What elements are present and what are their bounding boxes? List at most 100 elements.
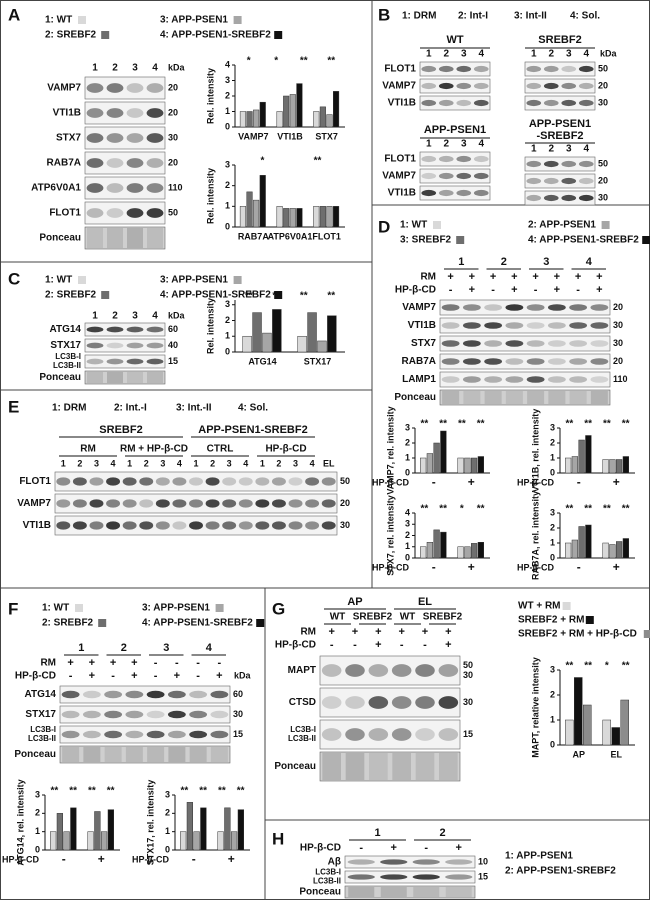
band bbox=[445, 874, 473, 880]
band bbox=[89, 521, 104, 530]
band bbox=[368, 728, 389, 741]
ponceau-lane bbox=[369, 753, 388, 780]
legend-label: 4: APP-PSEN1-SREBF2 bbox=[528, 235, 639, 246]
label: 3 bbox=[132, 311, 138, 322]
bar bbox=[457, 457, 464, 474]
x-tick-label: - bbox=[62, 852, 66, 866]
legend-swatch bbox=[585, 616, 594, 624]
significance: ** bbox=[584, 504, 592, 515]
bar bbox=[296, 208, 303, 228]
bar bbox=[426, 453, 433, 474]
band bbox=[473, 99, 489, 107]
label: AP bbox=[347, 596, 362, 608]
legend-swatch bbox=[601, 221, 610, 229]
x-axis-label: HP-β-CD bbox=[517, 477, 554, 487]
label: + bbox=[67, 657, 73, 669]
band bbox=[368, 664, 389, 677]
x-tick-label: EL bbox=[610, 749, 622, 759]
band bbox=[526, 340, 545, 347]
y-tick-label: 0 bbox=[165, 844, 170, 854]
band bbox=[106, 477, 121, 486]
label: 3 bbox=[132, 63, 138, 74]
band bbox=[56, 499, 71, 508]
x-tick-label: + bbox=[468, 475, 475, 489]
band bbox=[456, 155, 472, 163]
label: VAMP7 bbox=[382, 81, 416, 92]
bar bbox=[319, 106, 326, 128]
blot-strip bbox=[419, 61, 491, 77]
label: 2 bbox=[548, 144, 554, 155]
significance: * bbox=[274, 56, 278, 67]
legend-label: 4: APP-PSEN1-SREBF2 bbox=[160, 30, 271, 41]
legend-swatch bbox=[256, 619, 265, 627]
band bbox=[441, 358, 460, 365]
bar bbox=[296, 83, 303, 128]
label: RAB7A bbox=[402, 356, 436, 367]
label: 3: Int.-II bbox=[176, 403, 212, 414]
band bbox=[222, 477, 237, 486]
kda-label: 30 bbox=[463, 670, 473, 680]
legend-swatch bbox=[233, 16, 242, 24]
label: 4 bbox=[243, 458, 248, 468]
band bbox=[391, 664, 412, 677]
band bbox=[126, 158, 144, 168]
bar bbox=[464, 546, 471, 559]
ponceau-lane bbox=[107, 372, 123, 383]
y-tick-label: 2 bbox=[225, 90, 230, 100]
bar bbox=[440, 531, 447, 559]
bar bbox=[578, 439, 585, 474]
blot-strip bbox=[439, 299, 611, 316]
label: + bbox=[575, 271, 581, 283]
label: + bbox=[352, 626, 358, 638]
bar bbox=[237, 809, 244, 851]
band bbox=[106, 326, 124, 333]
bar bbox=[297, 335, 307, 353]
band bbox=[484, 340, 503, 347]
significance: ** bbox=[314, 156, 322, 167]
band bbox=[569, 304, 588, 311]
bar bbox=[289, 208, 296, 228]
label: LC3B-I bbox=[315, 868, 341, 877]
band bbox=[82, 730, 101, 739]
bar bbox=[262, 332, 272, 353]
y-tick-label: 3 bbox=[225, 159, 230, 169]
kda-label: 50 bbox=[340, 476, 350, 486]
y-axis-label: VTI1B, rel. intensity bbox=[530, 409, 540, 493]
x-tick-label: + bbox=[613, 475, 620, 489]
y-tick-label: 3 bbox=[165, 789, 170, 799]
y-tick-label: 1 bbox=[225, 331, 230, 341]
band bbox=[321, 664, 342, 677]
label: Ponceau bbox=[39, 372, 81, 383]
bar bbox=[283, 208, 290, 228]
label: RM + HP-β-CD bbox=[120, 444, 188, 455]
blot-strip bbox=[84, 370, 166, 385]
label: LC3B-I bbox=[30, 725, 56, 734]
ponceau-lane bbox=[168, 747, 186, 762]
label: 4 bbox=[177, 458, 182, 468]
band bbox=[561, 99, 577, 107]
band bbox=[569, 376, 588, 383]
ponceau-lane bbox=[210, 747, 228, 762]
band bbox=[415, 696, 435, 709]
bar bbox=[616, 459, 623, 474]
y-tick-label: 2 bbox=[550, 437, 555, 447]
label: 1 bbox=[78, 642, 84, 654]
band bbox=[391, 696, 412, 709]
label: SREBF2 bbox=[538, 34, 581, 46]
band bbox=[146, 326, 164, 333]
y-tick-label: 1 bbox=[550, 452, 555, 462]
label: 3 bbox=[227, 458, 232, 468]
band bbox=[345, 728, 365, 741]
y-axis-label: STX7, rel. intensity bbox=[385, 495, 395, 576]
bar bbox=[571, 456, 578, 474]
band bbox=[578, 194, 594, 202]
significance: ** bbox=[584, 419, 592, 430]
blot-strip bbox=[84, 338, 166, 353]
label: RAB7A bbox=[47, 158, 81, 169]
significance: ** bbox=[603, 419, 611, 430]
bar bbox=[585, 435, 592, 474]
label: 1 bbox=[458, 256, 464, 268]
bar bbox=[200, 807, 207, 851]
band bbox=[89, 477, 104, 486]
label: LAMP1 bbox=[402, 374, 436, 385]
